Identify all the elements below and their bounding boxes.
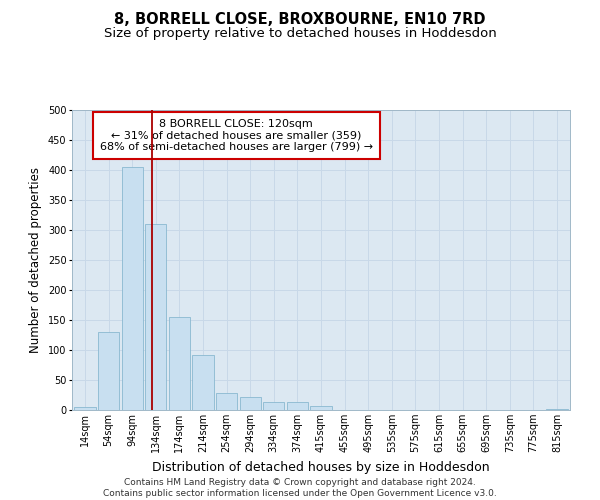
Text: 8, BORRELL CLOSE, BROXBOURNE, EN10 7RD: 8, BORRELL CLOSE, BROXBOURNE, EN10 7RD <box>114 12 486 28</box>
Y-axis label: Number of detached properties: Number of detached properties <box>29 167 42 353</box>
Text: 8 BORRELL CLOSE: 120sqm
← 31% of detached houses are smaller (359)
68% of semi-d: 8 BORRELL CLOSE: 120sqm ← 31% of detache… <box>100 119 373 152</box>
Bar <box>287 402 308 410</box>
Text: Contains HM Land Registry data © Crown copyright and database right 2024.
Contai: Contains HM Land Registry data © Crown c… <box>103 478 497 498</box>
Bar <box>169 317 190 410</box>
Bar <box>216 393 237 410</box>
Bar <box>310 406 332 410</box>
Bar <box>263 402 284 410</box>
Bar <box>122 167 143 410</box>
Bar <box>145 224 166 410</box>
Bar <box>74 407 95 410</box>
Bar <box>239 398 261 410</box>
Bar <box>547 409 568 410</box>
Bar <box>193 355 214 410</box>
Bar <box>98 332 119 410</box>
Text: Size of property relative to detached houses in Hoddesdon: Size of property relative to detached ho… <box>104 28 496 40</box>
X-axis label: Distribution of detached houses by size in Hoddesdon: Distribution of detached houses by size … <box>152 460 490 473</box>
